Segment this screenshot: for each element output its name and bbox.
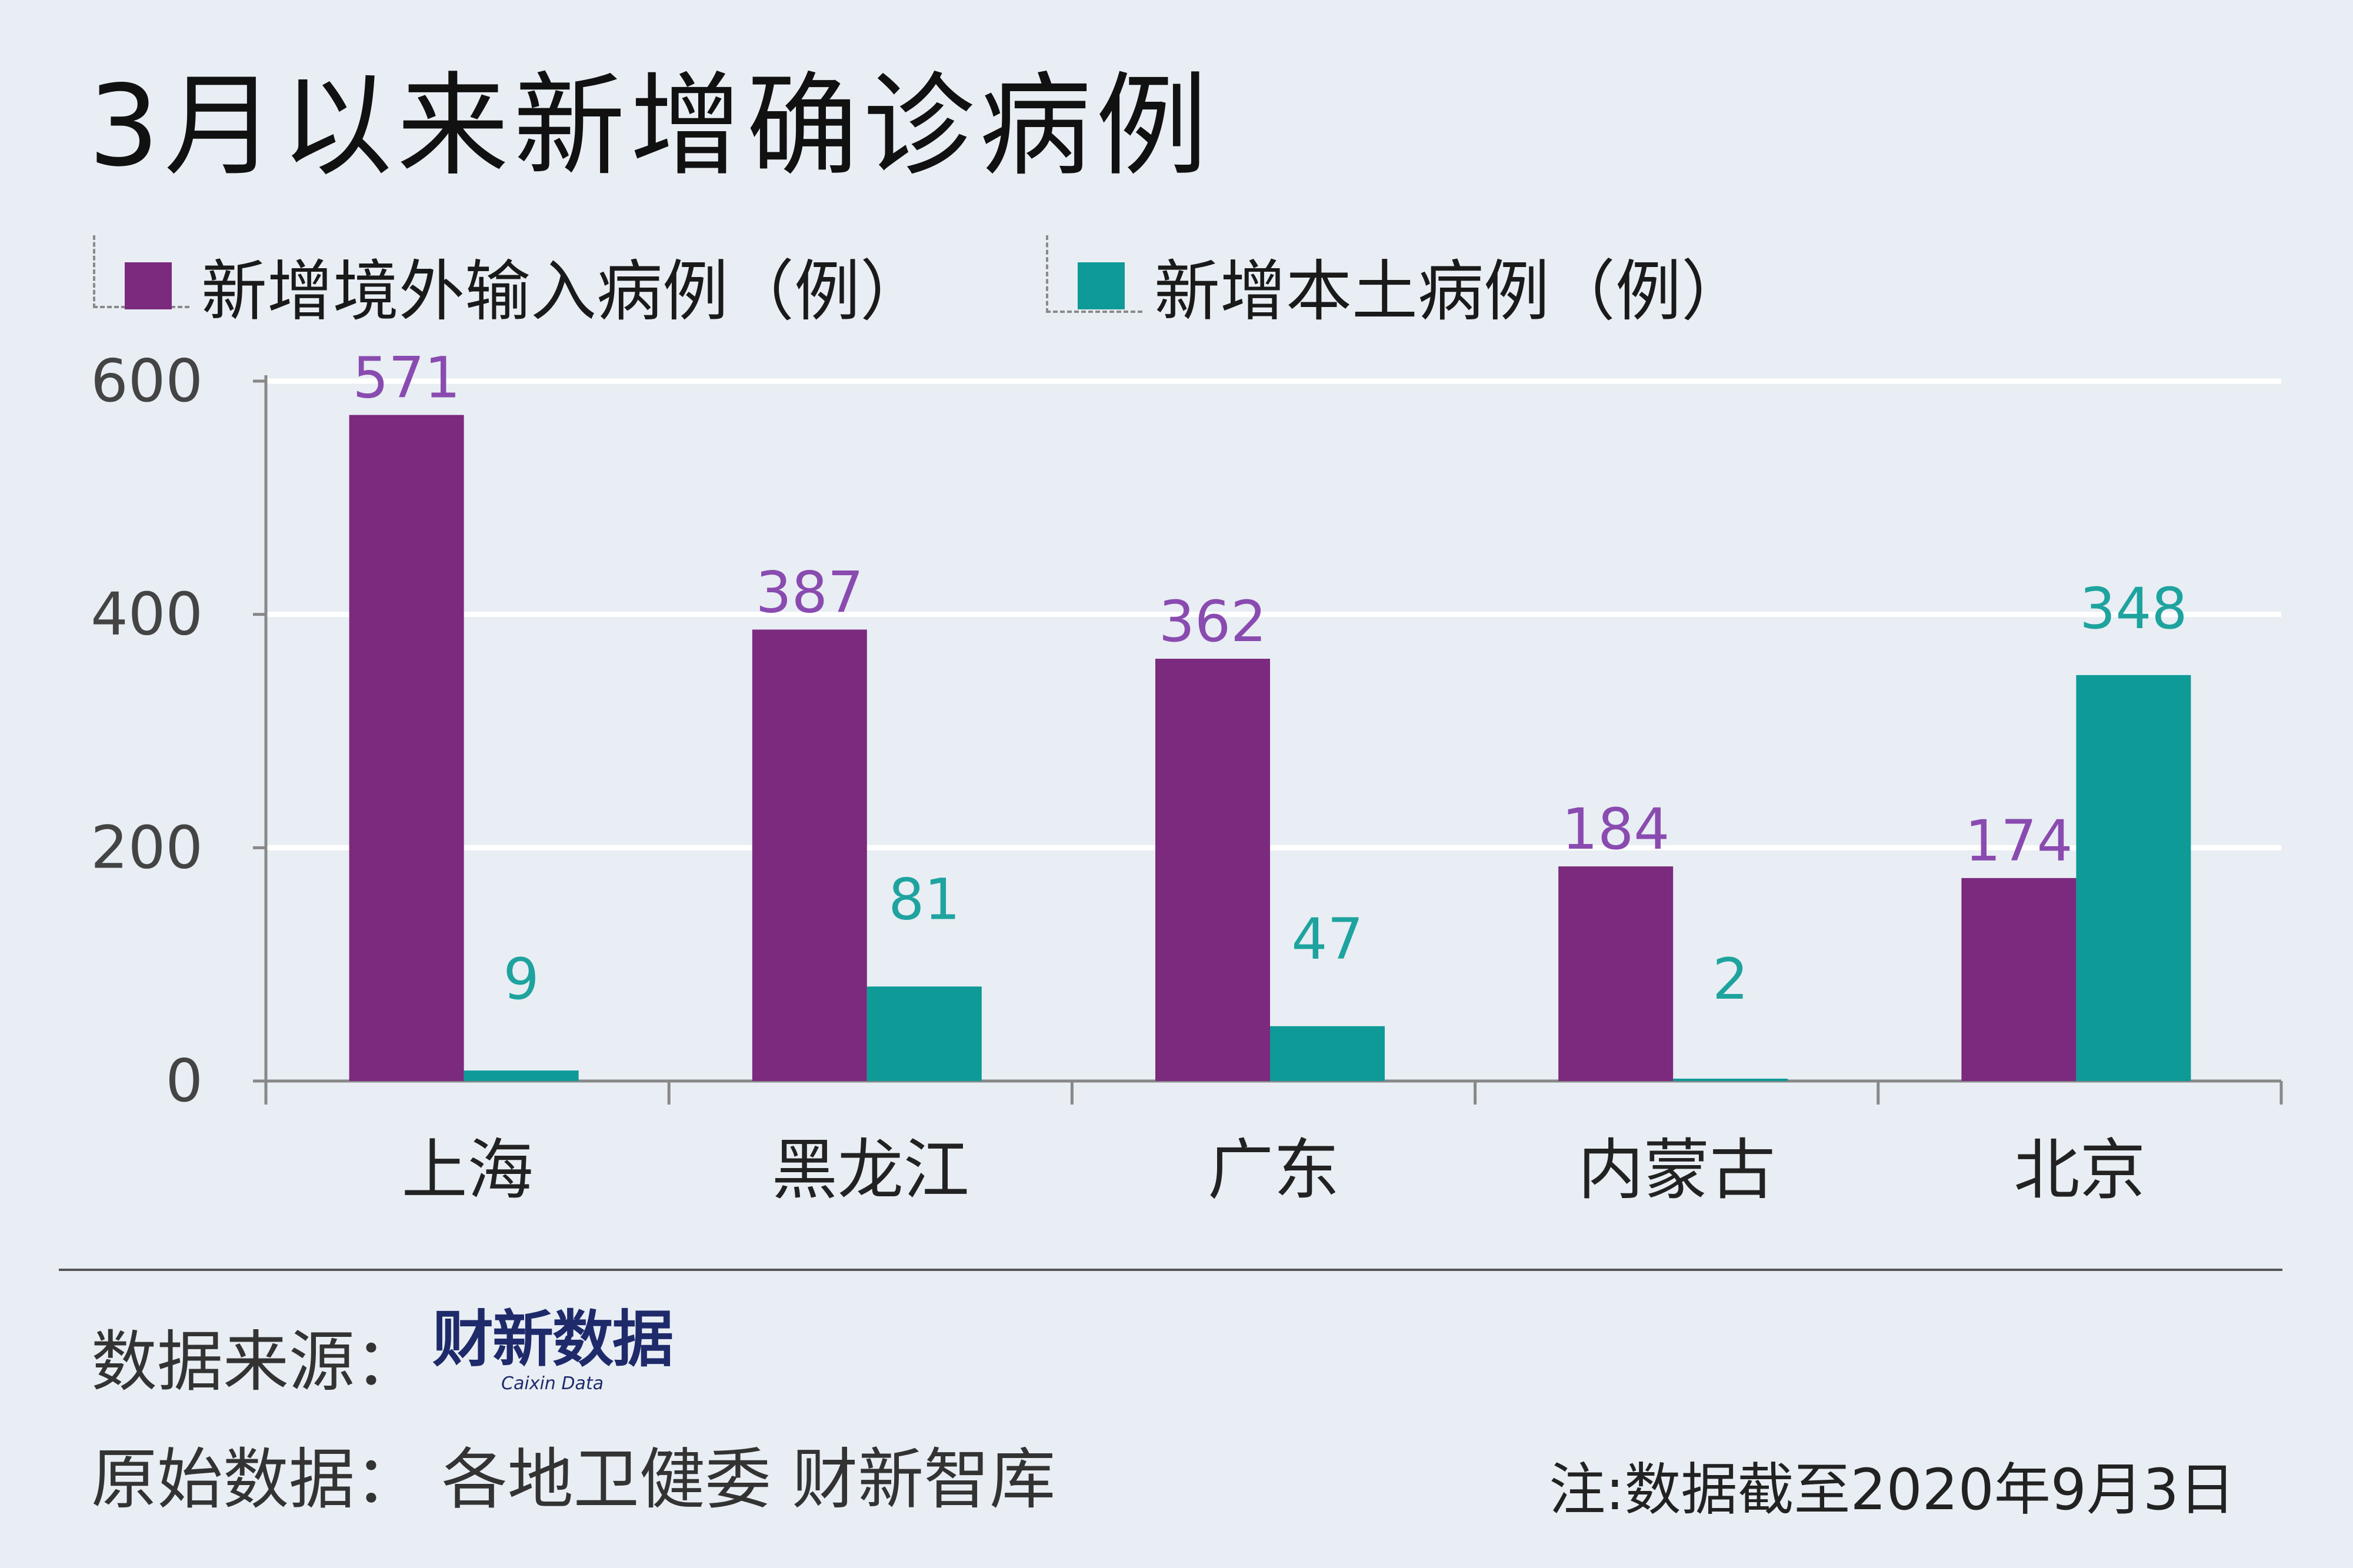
logo-sub-text: Caixin Data [501,1373,604,1394]
bar-imported-3 [1558,866,1674,1081]
legend-label-imported: 新增境外输入病例（例） [201,253,926,330]
value-label-imported-3: 184 [1562,796,1669,862]
legend-frame-2 [1046,235,1142,313]
category-label: 北京 [2014,1132,2145,1209]
category-label: 黑龙江 [772,1132,969,1209]
value-label-local-4: 348 [2079,576,2187,642]
legend-item-imported: 新增境外输入病例（例） [125,238,926,333]
value-label-imported-0: 571 [352,345,460,411]
category-label: 广东 [1208,1132,1339,1209]
y-tick-label: 0 [165,1046,203,1115]
bar-imported-0 [349,415,464,1082]
bar-imported-1 [752,629,867,1081]
origin-data: 原始数据： 各地卫健委 财新智库 [91,1442,1056,1518]
value-label-imported-1: 387 [756,559,864,625]
legend-swatch-imported [125,262,172,309]
legend-label-local: 新增本土病例（例） [1154,253,1747,330]
y-tick-label: 400 [91,580,203,649]
legend-item-local: 新增本土病例（例） [1078,238,1747,333]
value-label-imported-2: 362 [1159,589,1267,655]
bar-local-1 [866,986,982,1081]
y-tick-label: 200 [91,813,203,882]
value-label-local-3: 2 [1712,946,1748,1012]
value-label-local-1: 81 [888,866,960,932]
value-label-imported-4: 174 [1965,808,2072,874]
y-tick-label: 600 [91,346,203,415]
bar-local-0 [464,1070,579,1081]
category-label: 内蒙古 [1578,1132,1775,1209]
bar-local-2 [1270,1026,1385,1081]
value-label-local-0: 9 [504,946,539,1012]
bar-imported-4 [1961,878,2077,1081]
logo-main-text: 财新数据 [432,1303,674,1375]
bar-local-4 [2076,675,2191,1081]
data-note: 注:数据截至2020年9月3日 [1549,1457,2235,1523]
source-label: 数据来源： [91,1324,421,1400]
bar-imported-2 [1155,659,1270,1081]
chart-title: 3月以来新增确诊病例 [88,61,1212,191]
legend-swatch-local [1078,262,1125,309]
category-label: 上海 [402,1132,534,1209]
bar-local-3 [1673,1079,1788,1081]
footer-divider [59,1269,2282,1271]
value-label-local-2: 47 [1291,906,1363,972]
caixin-data-logo: 财新数据 Caixin Data [432,1303,674,1394]
